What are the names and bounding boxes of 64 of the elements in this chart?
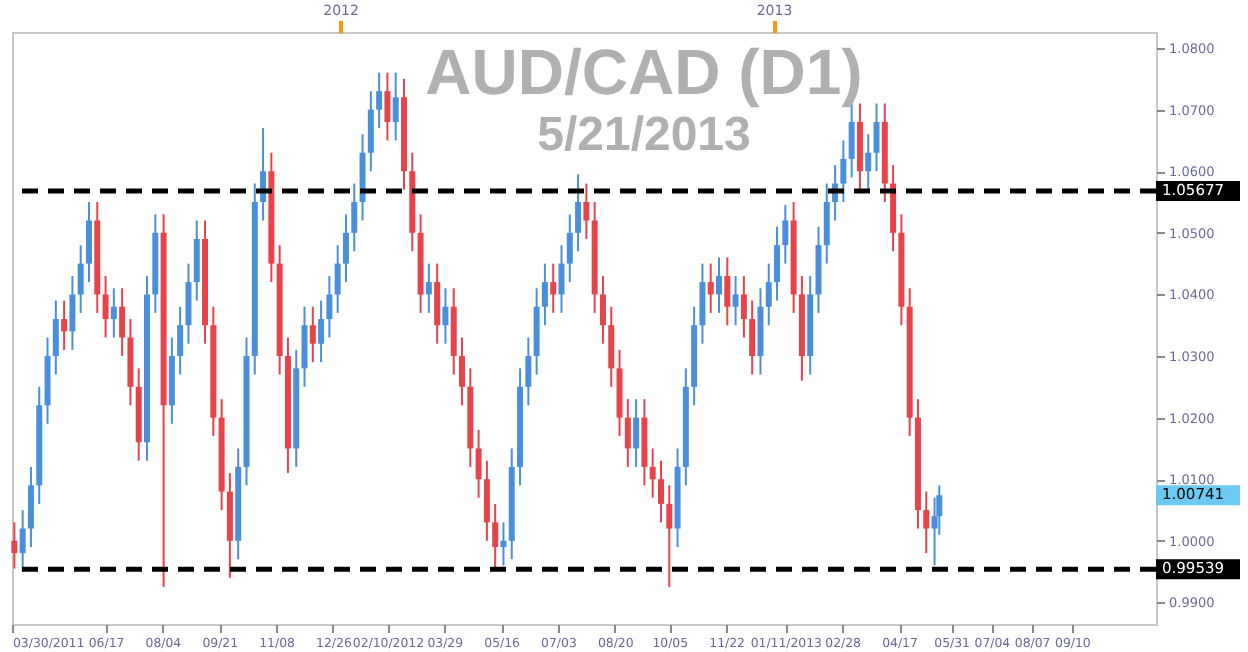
candlestick — [351, 182, 358, 253]
candlestick — [749, 299, 756, 376]
candlestick — [649, 447, 656, 499]
candlestick — [318, 299, 325, 364]
candlestick — [52, 299, 59, 376]
candlestick — [77, 244, 84, 314]
candlestick — [541, 262, 548, 327]
candlestick — [425, 262, 432, 314]
candlestick — [740, 274, 747, 339]
candlestick — [550, 262, 557, 314]
candlestick — [575, 173, 582, 253]
candlestick — [774, 225, 781, 302]
candlestick — [624, 398, 631, 468]
candlestick — [309, 305, 316, 364]
candlestick — [840, 139, 847, 204]
candlestick — [566, 213, 573, 284]
candlestick — [558, 244, 565, 314]
candlestick — [782, 204, 789, 265]
candlestick — [19, 509, 26, 573]
candlestick — [392, 71, 399, 142]
candlestick — [459, 336, 466, 407]
candlestick — [334, 244, 341, 314]
candlestick — [342, 213, 349, 284]
candlestick — [442, 287, 449, 345]
candlestick — [69, 274, 76, 351]
chart-title: AUD/CAD (D1) — [425, 36, 863, 108]
candlestick — [716, 256, 723, 314]
candlestick — [765, 262, 772, 327]
candlestick — [475, 428, 482, 499]
candlestick — [492, 502, 499, 570]
candlestick — [865, 133, 872, 191]
candlestick — [11, 521, 18, 570]
candlestick — [633, 398, 640, 468]
candlestick — [119, 287, 126, 358]
candlestick — [873, 102, 880, 173]
candlestick — [367, 90, 374, 173]
candlestick — [110, 287, 117, 339]
candlestick — [61, 299, 68, 351]
candlestick — [525, 336, 532, 407]
candlestick — [823, 182, 830, 265]
candlestick — [699, 262, 706, 345]
text: 5/21/2013 — [537, 108, 751, 162]
candlestick — [177, 305, 184, 376]
candlestick — [384, 71, 391, 142]
candlestick — [608, 305, 615, 388]
candlestick — [657, 459, 664, 524]
candlestick — [666, 484, 673, 589]
candlestick — [102, 274, 109, 339]
candlestick — [599, 274, 606, 345]
candlestick — [376, 71, 383, 130]
candlestick — [27, 465, 34, 548]
candlestick — [707, 262, 714, 314]
candlestick — [326, 274, 333, 339]
candlestick — [193, 219, 200, 302]
candlestick — [732, 274, 739, 327]
candlestick — [923, 490, 930, 555]
candlestick — [500, 521, 507, 567]
candlestick — [85, 201, 92, 284]
candlestick — [583, 182, 590, 240]
candlestick — [724, 256, 731, 327]
candlestick — [301, 305, 308, 388]
candlestick — [483, 459, 490, 542]
candlestick — [434, 262, 441, 345]
candlestick — [185, 262, 192, 345]
